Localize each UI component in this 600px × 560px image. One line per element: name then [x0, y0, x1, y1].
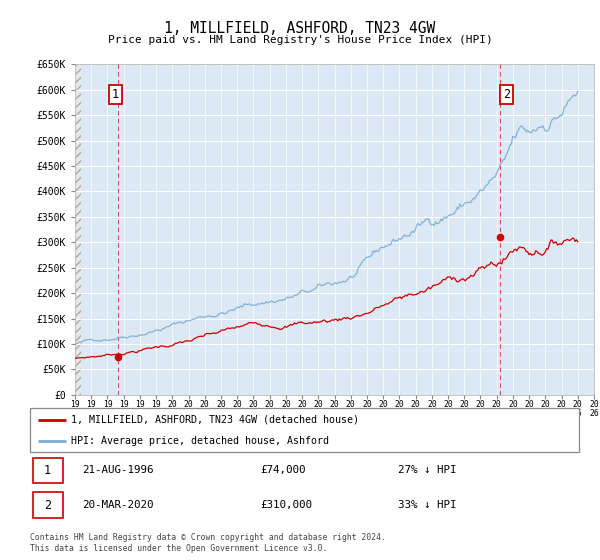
Text: Contains HM Land Registry data © Crown copyright and database right 2024.
This d: Contains HM Land Registry data © Crown c…	[30, 533, 386, 553]
Text: 2: 2	[503, 87, 510, 101]
Text: £310,000: £310,000	[260, 500, 313, 510]
Bar	[67, 64, 82, 395]
Text: £74,000: £74,000	[260, 465, 306, 475]
Text: Price paid vs. HM Land Registry's House Price Index (HPI): Price paid vs. HM Land Registry's House …	[107, 35, 493, 45]
FancyBboxPatch shape	[33, 458, 63, 483]
Text: 33% ↓ HPI: 33% ↓ HPI	[398, 500, 457, 510]
Text: 1, MILLFIELD, ASHFORD, TN23 4GW: 1, MILLFIELD, ASHFORD, TN23 4GW	[164, 21, 436, 36]
Text: HPI: Average price, detached house, Ashford: HPI: Average price, detached house, Ashf…	[71, 436, 329, 446]
FancyBboxPatch shape	[33, 492, 63, 518]
FancyBboxPatch shape	[30, 408, 579, 452]
Text: 1, MILLFIELD, ASHFORD, TN23 4GW (detached house): 1, MILLFIELD, ASHFORD, TN23 4GW (detache…	[71, 414, 359, 424]
Text: 1: 1	[44, 464, 51, 477]
Text: 2: 2	[44, 498, 51, 512]
Text: 21-AUG-1996: 21-AUG-1996	[82, 465, 154, 475]
Text: 20-MAR-2020: 20-MAR-2020	[82, 500, 154, 510]
Text: 1: 1	[112, 87, 119, 101]
Text: 27% ↓ HPI: 27% ↓ HPI	[398, 465, 457, 475]
